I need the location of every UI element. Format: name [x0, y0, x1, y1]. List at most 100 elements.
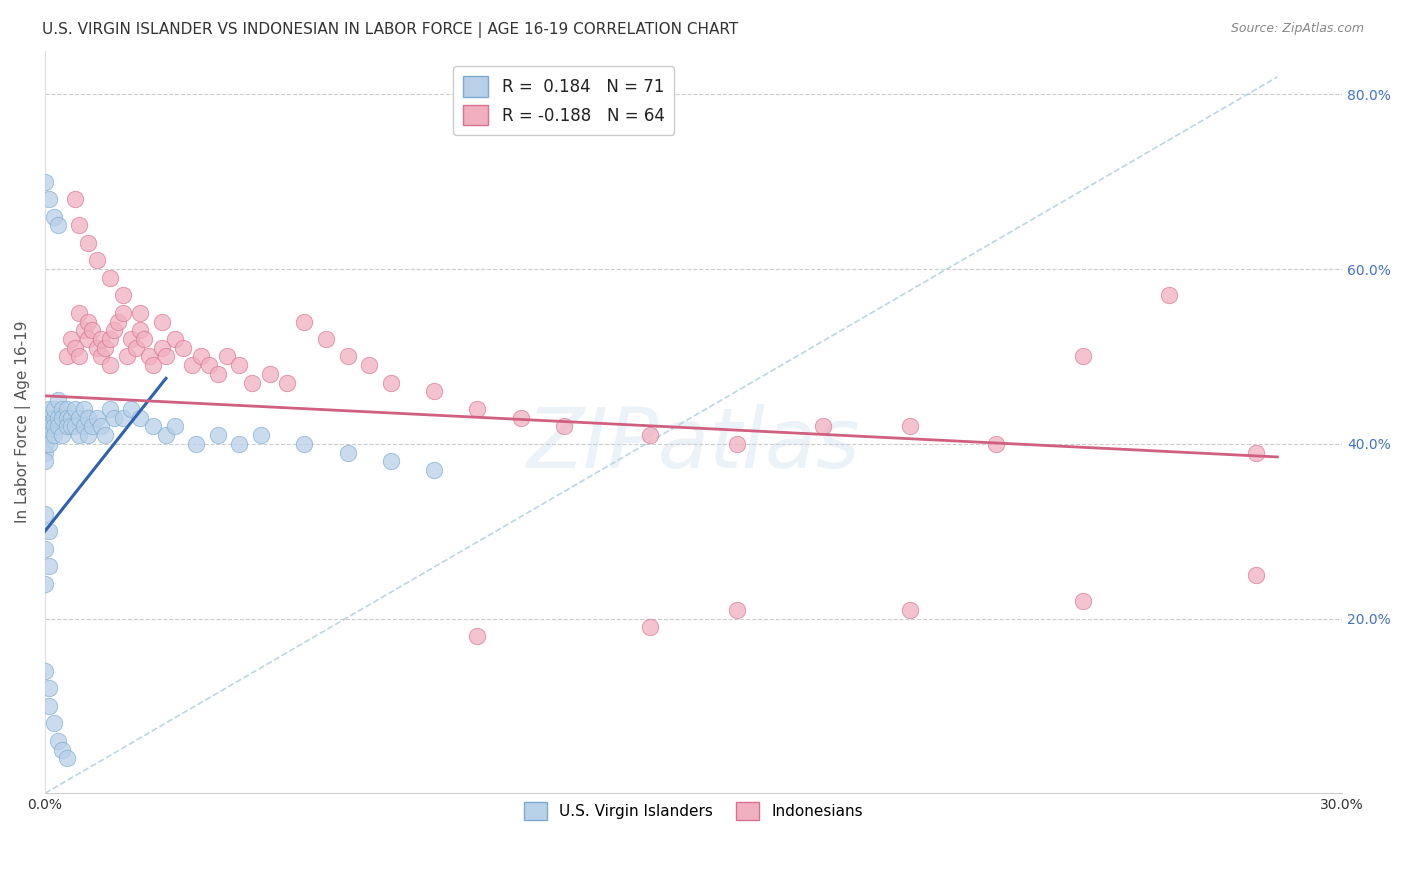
Point — [59, 410, 82, 425]
Point — [111, 288, 134, 302]
Point — [90, 332, 112, 346]
Point — [190, 350, 212, 364]
Point — [228, 358, 250, 372]
Point — [94, 341, 117, 355]
Point — [129, 306, 152, 320]
Point — [380, 454, 402, 468]
Point — [38, 428, 60, 442]
Point — [155, 428, 177, 442]
Point — [898, 419, 921, 434]
Point — [163, 419, 186, 434]
Point — [111, 306, 134, 320]
Point — [129, 323, 152, 337]
Point — [198, 358, 221, 372]
Point — [207, 367, 229, 381]
Point — [467, 401, 489, 416]
Point — [38, 559, 60, 574]
Point — [90, 419, 112, 434]
Point — [34, 576, 56, 591]
Point — [34, 541, 56, 556]
Point — [1244, 568, 1267, 582]
Point — [46, 410, 69, 425]
Point — [59, 332, 82, 346]
Point — [86, 253, 108, 268]
Point — [90, 350, 112, 364]
Point — [34, 445, 56, 459]
Point — [38, 419, 60, 434]
Point — [34, 664, 56, 678]
Point — [98, 270, 121, 285]
Point — [292, 314, 315, 328]
Point — [82, 323, 104, 337]
Point — [42, 428, 65, 442]
Point — [77, 428, 100, 442]
Point — [725, 603, 748, 617]
Point — [51, 410, 73, 425]
Point — [55, 410, 77, 425]
Point — [336, 445, 359, 459]
Point — [42, 210, 65, 224]
Point — [38, 698, 60, 713]
Point — [46, 393, 69, 408]
Point — [107, 314, 129, 328]
Point — [155, 350, 177, 364]
Point — [38, 401, 60, 416]
Point — [640, 428, 662, 442]
Point — [423, 384, 446, 399]
Point — [55, 751, 77, 765]
Y-axis label: In Labor Force | Age 16-19: In Labor Force | Age 16-19 — [15, 321, 31, 524]
Point — [63, 192, 86, 206]
Point — [134, 332, 156, 346]
Text: U.S. VIRGIN ISLANDER VS INDONESIAN IN LABOR FORCE | AGE 16-19 CORRELATION CHART: U.S. VIRGIN ISLANDER VS INDONESIAN IN LA… — [42, 22, 738, 38]
Point — [63, 401, 86, 416]
Point — [46, 419, 69, 434]
Point — [813, 419, 835, 434]
Point — [34, 437, 56, 451]
Point — [86, 341, 108, 355]
Point — [1071, 350, 1094, 364]
Point — [69, 410, 91, 425]
Point — [34, 428, 56, 442]
Point — [86, 410, 108, 425]
Point — [250, 428, 273, 442]
Point — [228, 437, 250, 451]
Point — [34, 419, 56, 434]
Point — [42, 410, 65, 425]
Point — [276, 376, 298, 390]
Point — [38, 524, 60, 539]
Point — [467, 629, 489, 643]
Point — [150, 341, 173, 355]
Point — [380, 376, 402, 390]
Point — [59, 419, 82, 434]
Text: Source: ZipAtlas.com: Source: ZipAtlas.com — [1230, 22, 1364, 36]
Point — [315, 332, 337, 346]
Point — [336, 350, 359, 364]
Point — [73, 419, 96, 434]
Point — [120, 401, 142, 416]
Point — [77, 410, 100, 425]
Point — [69, 350, 91, 364]
Point — [77, 332, 100, 346]
Point — [42, 401, 65, 416]
Point — [34, 507, 56, 521]
Point — [55, 419, 77, 434]
Point — [103, 323, 125, 337]
Point — [1159, 288, 1181, 302]
Point — [46, 219, 69, 233]
Point — [55, 401, 77, 416]
Point — [34, 454, 56, 468]
Point — [115, 350, 138, 364]
Legend: U.S. Virgin Islanders, Indonesians: U.S. Virgin Islanders, Indonesians — [519, 796, 869, 827]
Point — [181, 358, 204, 372]
Point — [98, 332, 121, 346]
Point — [292, 437, 315, 451]
Point — [142, 358, 165, 372]
Point — [986, 437, 1008, 451]
Point — [69, 219, 91, 233]
Point — [73, 323, 96, 337]
Point — [142, 419, 165, 434]
Point — [51, 428, 73, 442]
Point — [63, 341, 86, 355]
Point — [111, 410, 134, 425]
Point — [51, 742, 73, 756]
